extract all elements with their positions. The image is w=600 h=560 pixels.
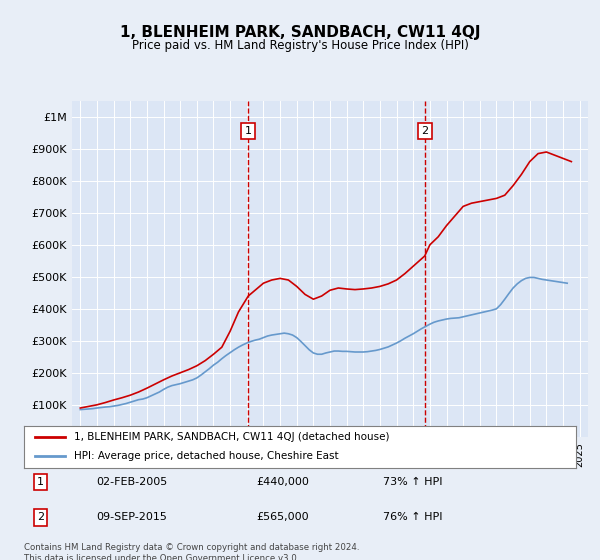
Text: Price paid vs. HM Land Registry's House Price Index (HPI): Price paid vs. HM Land Registry's House … [131, 39, 469, 52]
Text: HPI: Average price, detached house, Cheshire East: HPI: Average price, detached house, Ches… [74, 451, 338, 461]
Text: £440,000: £440,000 [256, 477, 309, 487]
Text: Contains HM Land Registry data © Crown copyright and database right 2024.
This d: Contains HM Land Registry data © Crown c… [24, 543, 359, 560]
Text: 73% ↑ HPI: 73% ↑ HPI [383, 477, 442, 487]
Text: 1: 1 [245, 126, 252, 136]
Text: 2: 2 [37, 512, 44, 522]
Text: £565,000: £565,000 [256, 512, 308, 522]
Text: 1, BLENHEIM PARK, SANDBACH, CW11 4QJ (detached house): 1, BLENHEIM PARK, SANDBACH, CW11 4QJ (de… [74, 432, 389, 442]
Text: 09-SEP-2015: 09-SEP-2015 [96, 512, 167, 522]
Text: 76% ↑ HPI: 76% ↑ HPI [383, 512, 442, 522]
Text: 1: 1 [37, 477, 44, 487]
Text: 02-FEB-2005: 02-FEB-2005 [96, 477, 167, 487]
Text: 2: 2 [421, 126, 428, 136]
Text: 1, BLENHEIM PARK, SANDBACH, CW11 4QJ: 1, BLENHEIM PARK, SANDBACH, CW11 4QJ [120, 25, 480, 40]
